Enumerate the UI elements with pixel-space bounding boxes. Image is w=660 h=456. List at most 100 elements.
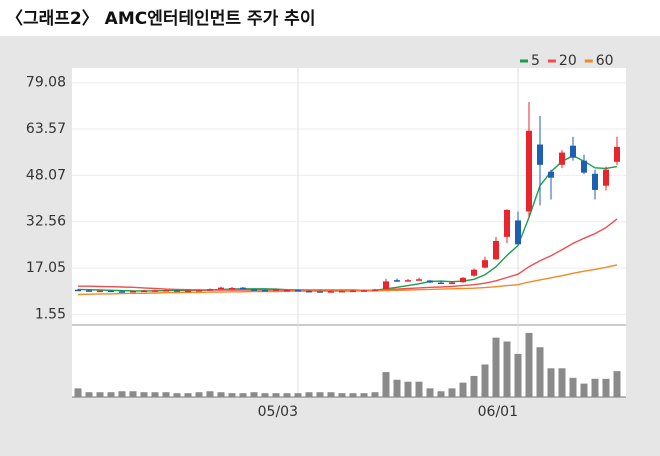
candle-body — [482, 260, 488, 268]
candle-body — [108, 290, 114, 293]
candle-body — [515, 220, 521, 245]
candle-body — [317, 291, 323, 293]
volume-bar — [96, 392, 104, 397]
volume-bar — [162, 392, 170, 397]
candle-body — [559, 152, 565, 165]
y-tick-label: 79.08 — [26, 75, 66, 91]
volume-bar — [217, 392, 225, 397]
candle-body — [229, 287, 235, 290]
volume-bar — [305, 392, 313, 397]
volume-bar — [129, 391, 137, 397]
y-tick-label: 48.07 — [26, 167, 66, 183]
candle-body — [130, 290, 136, 293]
ma-line — [77, 264, 618, 296]
volume-bar — [338, 393, 346, 397]
volume-bar — [525, 332, 533, 397]
volume-bar — [602, 378, 610, 397]
candle-body — [614, 146, 620, 162]
volume-bar — [547, 368, 555, 397]
chart-title: 〈그래프2〉 AMC엔터테인먼트 주가 추이 — [6, 8, 315, 29]
volume-bar — [382, 372, 390, 397]
volume-bar — [536, 347, 544, 397]
candle-body — [548, 171, 554, 178]
y-tick-label: 32.56 — [26, 214, 66, 230]
volume-bar — [613, 371, 621, 397]
x-tick-label: 06/01 — [478, 404, 518, 420]
volume-bar — [558, 368, 566, 397]
volume-bar — [393, 379, 401, 397]
candle-body — [196, 290, 202, 292]
y-tick-label: 17.05 — [26, 260, 66, 276]
volume-bar — [371, 392, 379, 397]
volume-bar — [206, 391, 214, 397]
volume-bar — [481, 364, 489, 397]
volume-bar — [151, 392, 159, 397]
candle-body — [273, 289, 279, 291]
ma-line — [78, 218, 618, 291]
candle-body — [603, 169, 609, 186]
volume-bar — [591, 378, 599, 397]
volume-bar — [316, 392, 324, 397]
volume-bar — [360, 393, 368, 397]
volume-bar — [184, 393, 192, 397]
candle-body — [119, 291, 125, 293]
x-tick-label: 05/03 — [258, 404, 298, 420]
candle-body — [383, 281, 389, 290]
candle-body — [75, 289, 81, 292]
candle-body — [526, 130, 532, 212]
candle-body — [493, 241, 499, 260]
candle-body — [438, 282, 444, 285]
candle-body — [405, 280, 411, 282]
legend-label: 60 — [596, 53, 614, 69]
candle-body — [141, 290, 147, 293]
candle-body — [306, 290, 312, 293]
legend-label: 20 — [559, 53, 577, 69]
candle-body — [328, 291, 334, 293]
volume-bar — [118, 391, 126, 397]
candle-body — [570, 145, 576, 158]
volume-bar — [228, 393, 236, 397]
volume-bar — [195, 392, 203, 397]
volume-bar — [85, 392, 93, 397]
volume-bar — [404, 381, 412, 397]
volume-bar — [261, 393, 269, 397]
volume-bar — [514, 353, 522, 397]
candle-body — [262, 290, 268, 292]
y-tick-label: 63.57 — [26, 121, 66, 137]
candle-body — [471, 269, 477, 276]
legend-label: 5 — [531, 53, 540, 69]
candle-body — [86, 290, 92, 292]
volume-bar — [437, 391, 445, 397]
candle-body — [449, 282, 455, 285]
volume-bar — [415, 381, 423, 397]
candle-body — [350, 290, 356, 293]
candle-body — [361, 290, 367, 292]
candle-body — [163, 290, 169, 292]
volume-bar — [107, 392, 115, 397]
volume-bar — [492, 337, 500, 397]
volume-bar — [173, 393, 181, 397]
candle-body — [537, 144, 543, 165]
candle-body — [295, 290, 301, 292]
candle-body — [97, 290, 103, 293]
volume-bar — [327, 392, 335, 397]
volume-bar — [272, 393, 280, 397]
candle-body — [394, 280, 400, 282]
candle-body — [207, 289, 213, 291]
candle-body — [372, 289, 378, 291]
candle-body — [284, 290, 290, 292]
volume-bar — [294, 393, 302, 397]
volume-bar — [250, 392, 258, 397]
candle-body — [416, 279, 422, 281]
candle-body — [251, 289, 257, 291]
candle-body — [427, 280, 433, 283]
volume-bar — [580, 383, 588, 397]
volume-bar — [140, 392, 148, 397]
candle-body — [460, 277, 466, 283]
volume-bar — [283, 393, 291, 397]
candle-body — [218, 287, 224, 290]
candle-body — [240, 287, 246, 290]
volume-bar — [569, 377, 577, 397]
plot-area — [72, 68, 626, 397]
